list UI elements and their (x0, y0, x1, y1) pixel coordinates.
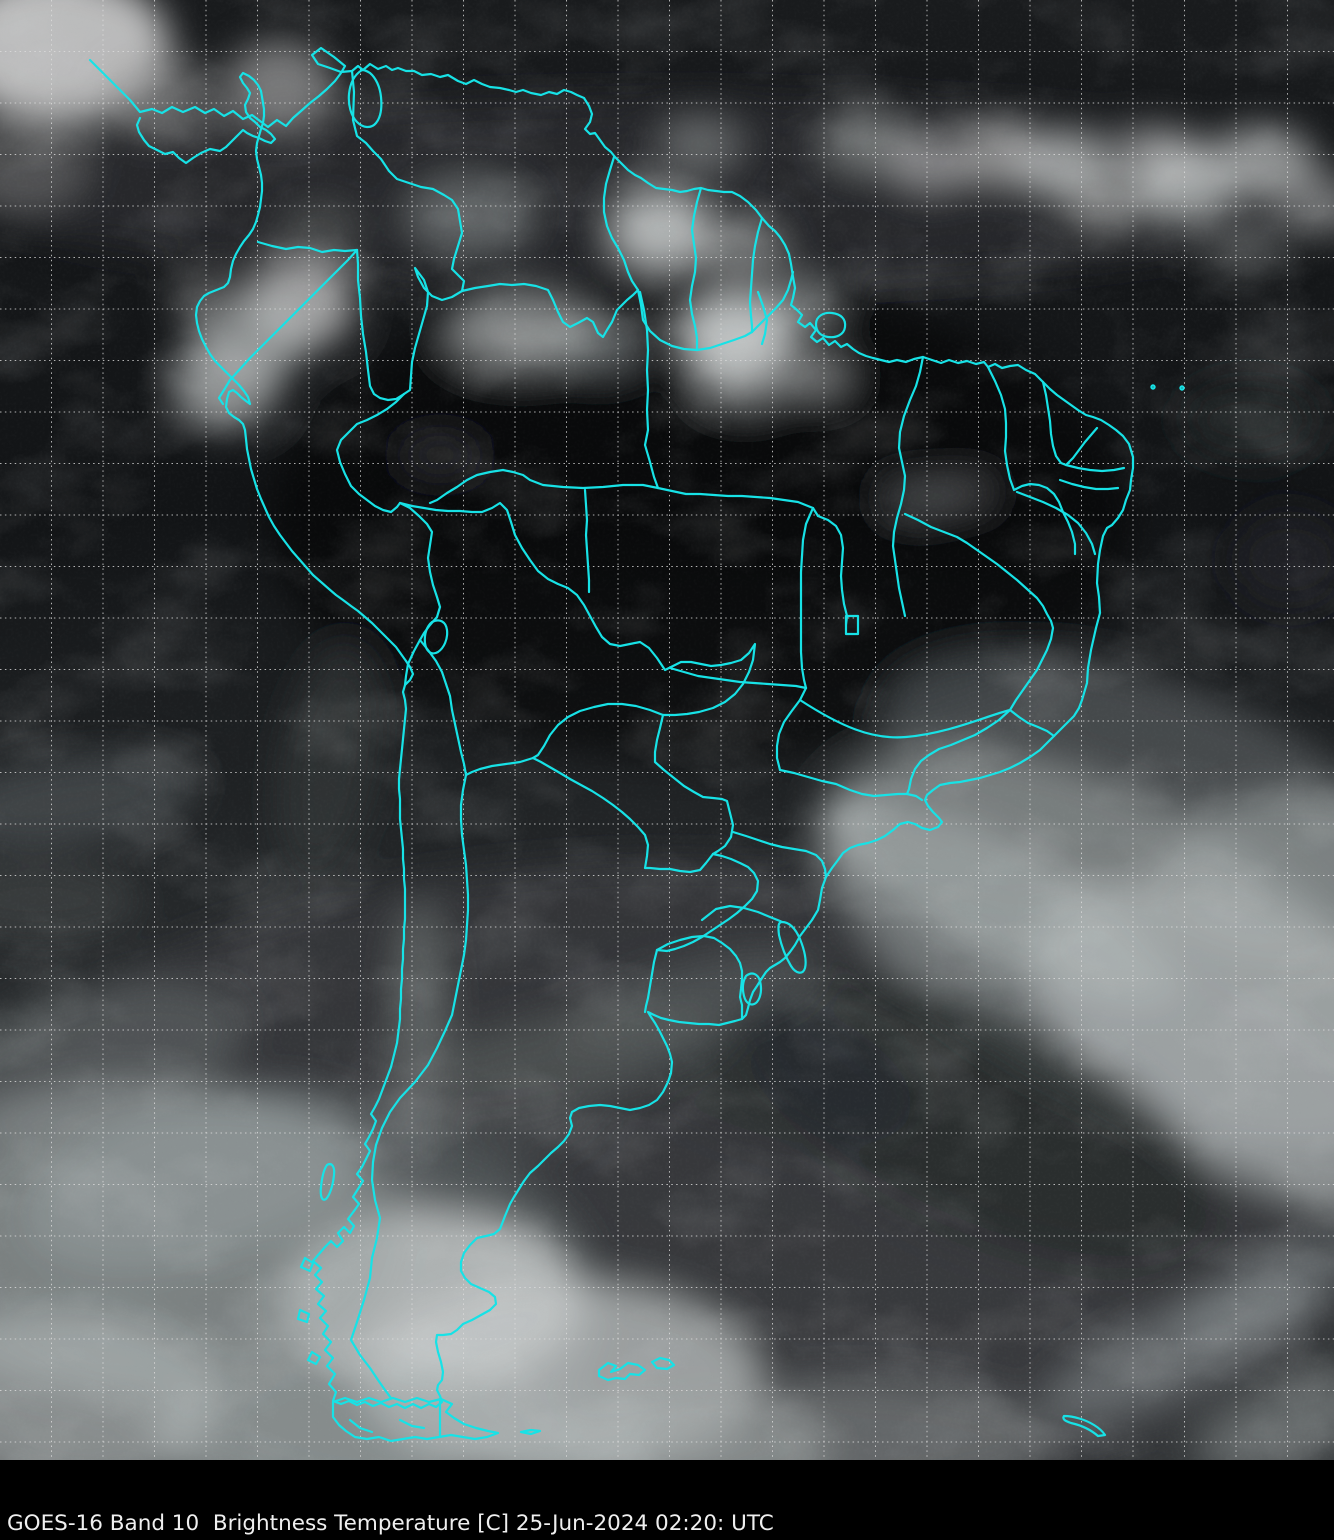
border-suriname-frguiana (748, 216, 764, 334)
border-paraguay-brazil (653, 713, 735, 856)
state-borders (428, 290, 1126, 924)
border-peru-chile (403, 638, 422, 687)
state-border-para-maranhao (891, 355, 925, 618)
border-argentina-uruguay (643, 948, 659, 1014)
state-border-pernambuco (1058, 478, 1120, 491)
state-border-amazonas-south (428, 468, 660, 505)
marajo-island (814, 311, 847, 339)
border-colombia-venezuela (350, 69, 466, 293)
state-border-paraiba (1064, 463, 1126, 473)
state-border-parana-river (775, 686, 808, 772)
south-georgia-island (1062, 1414, 1107, 1438)
border-colombia-ecuador (256, 240, 359, 254)
border-venezuela-brazil (460, 282, 640, 339)
graticule (0, 0, 1334, 1460)
state-border-mato-grosso (799, 506, 815, 690)
border-guyana-suriname (688, 186, 703, 352)
tierra-del-fuego-island (331, 1396, 500, 1443)
state-border-sao-paulo (778, 768, 924, 802)
country-borders (88, 46, 1135, 1443)
border-colombia-peru (355, 248, 406, 402)
border-peru-brazil (335, 392, 406, 514)
caption-bar: GOES-16 Band 10 Brightness Temperature [… (0, 1460, 1334, 1540)
falkland-islands (597, 1356, 676, 1382)
border-uruguay-brazil (655, 934, 744, 1021)
state-border-sc-rs (700, 904, 784, 924)
state-border-ceara (1041, 380, 1099, 467)
state-border-amapa-para (756, 290, 769, 346)
state-border-minas-rio (905, 708, 1012, 796)
state-border-para-south (656, 486, 820, 518)
lake-titicaca (423, 619, 449, 655)
satellite-image (0, 0, 1334, 1460)
border-chile-argentina (349, 773, 470, 1400)
state-border-pernambuco-bahia (1015, 490, 1097, 556)
lake-maracaibo (347, 68, 383, 129)
state-border-bahia-west (903, 512, 1055, 712)
state-border-maranhao-piaui (986, 365, 1077, 556)
border-ecuador-peru (217, 248, 359, 406)
atol-das-rocas (1179, 385, 1185, 391)
isla-de-los-estados (519, 1428, 542, 1436)
state-border-ms-mt (668, 666, 808, 690)
satellite-map (0, 0, 1334, 1460)
border-colombia-brazil (402, 266, 464, 396)
border-argentina-brazil (655, 852, 760, 953)
state-border-minas-north (798, 698, 1012, 739)
lagoa-mirim (741, 972, 763, 1006)
lagoa-dos-patos (777, 920, 807, 974)
state-border-tocantins-west (816, 514, 860, 636)
image-grain (0, 0, 1334, 1460)
border-suriname-brazil (695, 330, 754, 352)
state-border-amazonas-para (638, 290, 660, 490)
islands (296, 384, 1185, 1438)
fernando-de-noronha (1150, 384, 1156, 390)
border-guyana-brazil (636, 288, 699, 352)
border-venezuela-guyana (602, 155, 640, 292)
chiloe-island (319, 1163, 336, 1201)
border-paraguay-argentina (531, 756, 715, 874)
fjord-islets (296, 1256, 322, 1366)
state-border-rondonia (583, 488, 591, 594)
border-bolivia-paraguay (531, 702, 665, 760)
border-frguiana-brazil (750, 270, 795, 334)
border-chile-bolivia (418, 638, 468, 777)
border-bolivia-argentina (464, 756, 535, 777)
caption-text: GOES-16 Band 10 Brightness Temperature [… (7, 1510, 774, 1536)
fuegian-channels (348, 1418, 426, 1434)
border-bolivia-brazil (398, 501, 757, 717)
coastline-south-america (88, 46, 1135, 1410)
state-border-parana-sc (731, 830, 828, 879)
state-border-espirito-santo (1008, 708, 1056, 738)
